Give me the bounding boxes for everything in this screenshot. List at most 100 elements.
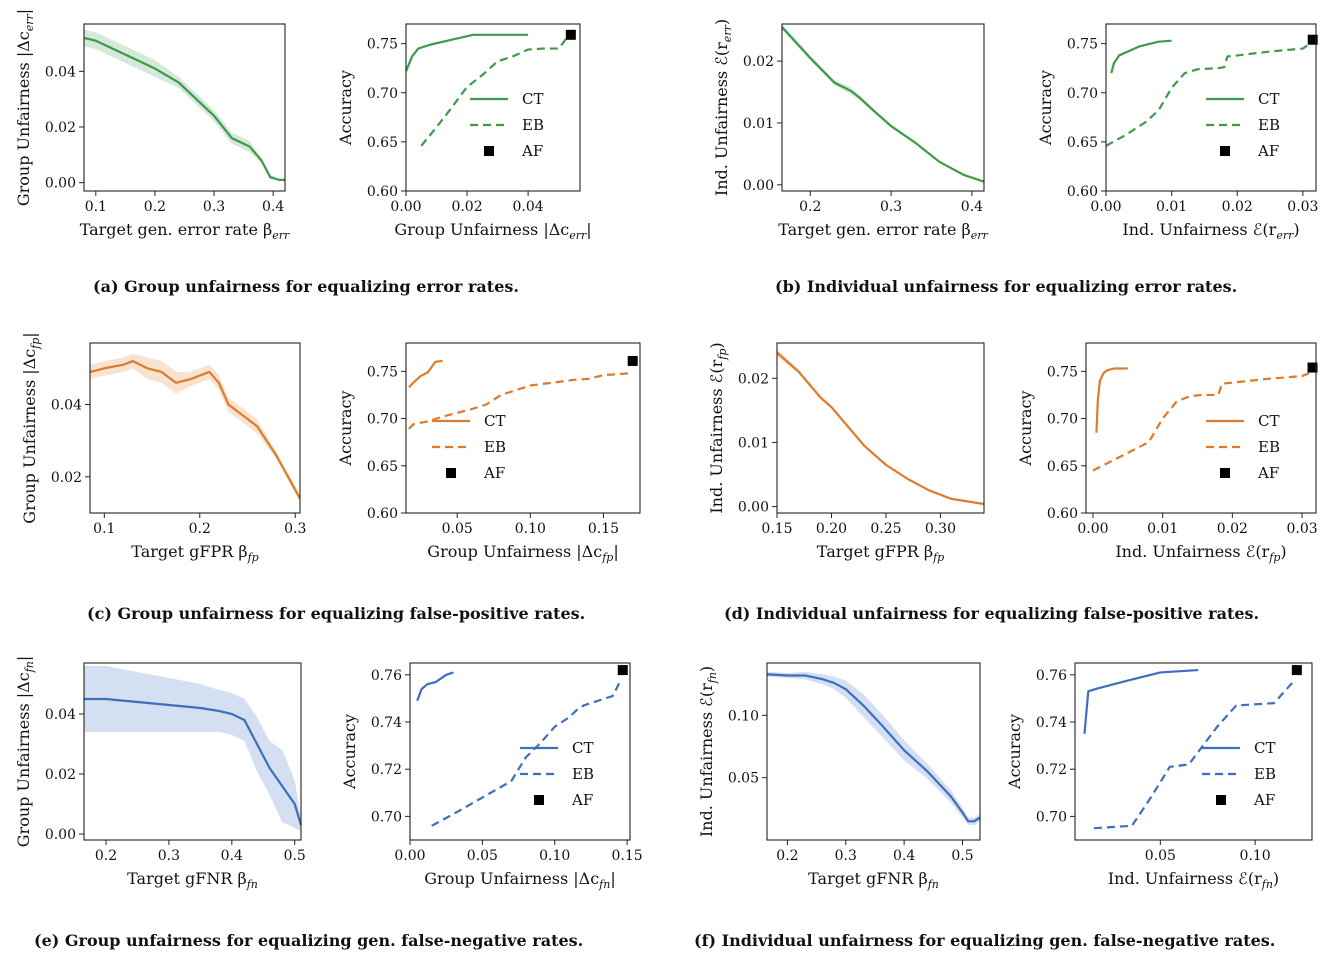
y-axis-label: Accuracy <box>336 391 355 467</box>
legend-eb-label: EB <box>1258 438 1280 456</box>
legend-af-marker <box>534 795 544 805</box>
error-band <box>777 348 984 505</box>
x-tick-label: 0.2 <box>144 199 166 215</box>
x-tick-label: 0.02 <box>451 199 482 215</box>
x-tick-label: 0.02 <box>1217 521 1248 537</box>
y-tick-label: 0.60 <box>367 506 398 522</box>
x-tick-label: 0.01 <box>1156 199 1187 215</box>
eb-line <box>1105 40 1314 147</box>
x-tick-label: 0.00 <box>1077 521 1108 537</box>
error-band <box>90 353 300 503</box>
x-tick-label: 0.1 <box>93 521 115 537</box>
y-axis-label: Accuracy <box>340 714 359 790</box>
chart-e1: 0.2 0.3 0.4 0.5 0.00 0.02 0.04 Target gFNR βfn G… <box>14 656 306 891</box>
y-tick-label: 0.05 <box>728 771 759 787</box>
legend: CT EB AF <box>1206 412 1280 482</box>
y-tick-label: 0.76 <box>1036 668 1067 684</box>
y-tick-label: 0.72 <box>1036 762 1067 778</box>
x-tick-label: 0.2 <box>95 848 117 864</box>
x-tick-label: 0.05 <box>467 848 498 864</box>
chart-e2: 0.00 0.05 0.10 0.15 0.70 0.72 0.74 0.76 Group Un… <box>340 662 643 891</box>
x-tick-label: 0.4 <box>893 848 915 864</box>
eb-line <box>431 681 621 827</box>
plot-frame <box>89 342 301 514</box>
x-tick-label: 0.10 <box>539 848 570 864</box>
af-marker <box>565 29 576 40</box>
eb-line <box>420 35 569 147</box>
ct-line <box>1095 367 1128 433</box>
chart-f1: 0.2 0.3 0.4 0.5 0.05 0.10 Target gFNR βfn Ind. … <box>697 662 981 891</box>
legend-af-label: AF <box>1257 464 1279 482</box>
x-tick-label: 0.02 <box>1222 199 1253 215</box>
y-tick-label: 0.10 <box>728 708 759 724</box>
y-tick-label: 0.00 <box>45 827 76 843</box>
plot-frame <box>405 23 581 192</box>
af-marker <box>627 355 638 366</box>
series-line <box>83 36 285 181</box>
x-axis-label: Target gen. error rate βerr <box>778 220 988 242</box>
legend-af-label: AF <box>521 142 543 160</box>
x-tick-label: 0.5 <box>284 848 306 864</box>
y-tick-label: 0.65 <box>367 135 398 151</box>
ct-line <box>1110 39 1172 74</box>
x-tick-label: 0.00 <box>394 848 425 864</box>
y-tick-label: 0.76 <box>371 668 402 684</box>
error-band <box>84 666 301 831</box>
x-tick-label: 0.20 <box>816 521 847 537</box>
y-tick-label: 0.70 <box>1067 86 1098 102</box>
x-tick-label: 0.15 <box>761 521 792 537</box>
y-tick-label: 0.74 <box>371 715 402 731</box>
x-tick-label: 0.3 <box>158 848 180 864</box>
series-line <box>766 673 981 823</box>
y-axis-label: Accuracy <box>1016 391 1035 467</box>
x-axis-label: Target gFNR βfn <box>127 869 258 891</box>
y-tick-label: 0.70 <box>1047 412 1078 428</box>
legend: CT EB AF <box>432 412 506 482</box>
chart-f2: 0.05 0.10 0.70 0.72 0.74 0.76 Ind. Unfairness … <box>1005 662 1313 891</box>
y-axis-label: Ind. Unfairness ℰ(rfp) <box>707 342 729 513</box>
eb-line <box>1093 681 1294 830</box>
legend-af-marker <box>446 468 456 478</box>
x-axis-label: Group Unfairness |Δcerr| <box>394 220 591 242</box>
eb-line <box>408 372 630 430</box>
legend-af-label: AF <box>1253 791 1275 809</box>
x-tick-label: 0.5 <box>951 848 973 864</box>
legend-af-marker <box>1220 468 1230 478</box>
legend-eb-label: EB <box>522 116 544 134</box>
plot-frame <box>766 662 981 841</box>
y-tick-label: 0.02 <box>738 371 769 387</box>
x-axis-label: Target gFPR βfp <box>817 542 944 564</box>
y-axis-label: Accuracy <box>1036 70 1055 146</box>
x-axis-label: Ind. Unfairness ℰ(rfp) <box>1115 542 1286 564</box>
chart-b2: 0.00 0.01 0.02 0.03 0.60 0.65 0.70 0.75 Ind. Unf… <box>1036 23 1318 242</box>
plot-frame <box>781 23 985 192</box>
caption-a: (a) Group unfairness for equalizing erro… <box>93 277 519 296</box>
legend-eb-label: EB <box>572 765 594 783</box>
chart-c2: 0.05 0.10 0.15 0.60 0.65 0.70 0.75 Group Unfair… <box>336 342 641 564</box>
legend: CT EB AF <box>470 90 544 160</box>
plot-frame <box>409 662 631 841</box>
legend-ct-label: CT <box>1254 739 1275 757</box>
x-tick-label: 0.2 <box>189 521 211 537</box>
y-axis-label: Accuracy <box>336 70 355 146</box>
y-axis-label: Group Unfairness |Δcerr| <box>14 9 36 206</box>
x-tick-label: 0.2 <box>776 848 798 864</box>
y-tick-label: 0.02 <box>45 767 76 783</box>
y-tick-label: 0.00 <box>45 176 76 192</box>
x-tick-label: 0.25 <box>870 521 901 537</box>
x-axis-label: Group Unfairness |Δcfn| <box>424 869 615 891</box>
series-line <box>84 697 303 826</box>
x-tick-label: 0.04 <box>513 199 544 215</box>
y-tick-label: 0.04 <box>45 707 76 723</box>
x-tick-label: 0.30 <box>925 521 956 537</box>
x-tick-label: 0.3 <box>835 848 857 864</box>
x-tick-label: 0.3 <box>203 199 225 215</box>
y-tick-label: 0.74 <box>1036 715 1067 731</box>
y-tick-label: 0.60 <box>367 184 398 200</box>
y-tick-label: 0.65 <box>1067 135 1098 151</box>
plot-frame <box>1105 23 1317 192</box>
legend-af-marker <box>484 146 494 156</box>
y-tick-label: 0.75 <box>1067 37 1098 53</box>
x-axis-label: Ind. Unfairness ℰ(rerr) <box>1122 220 1299 242</box>
